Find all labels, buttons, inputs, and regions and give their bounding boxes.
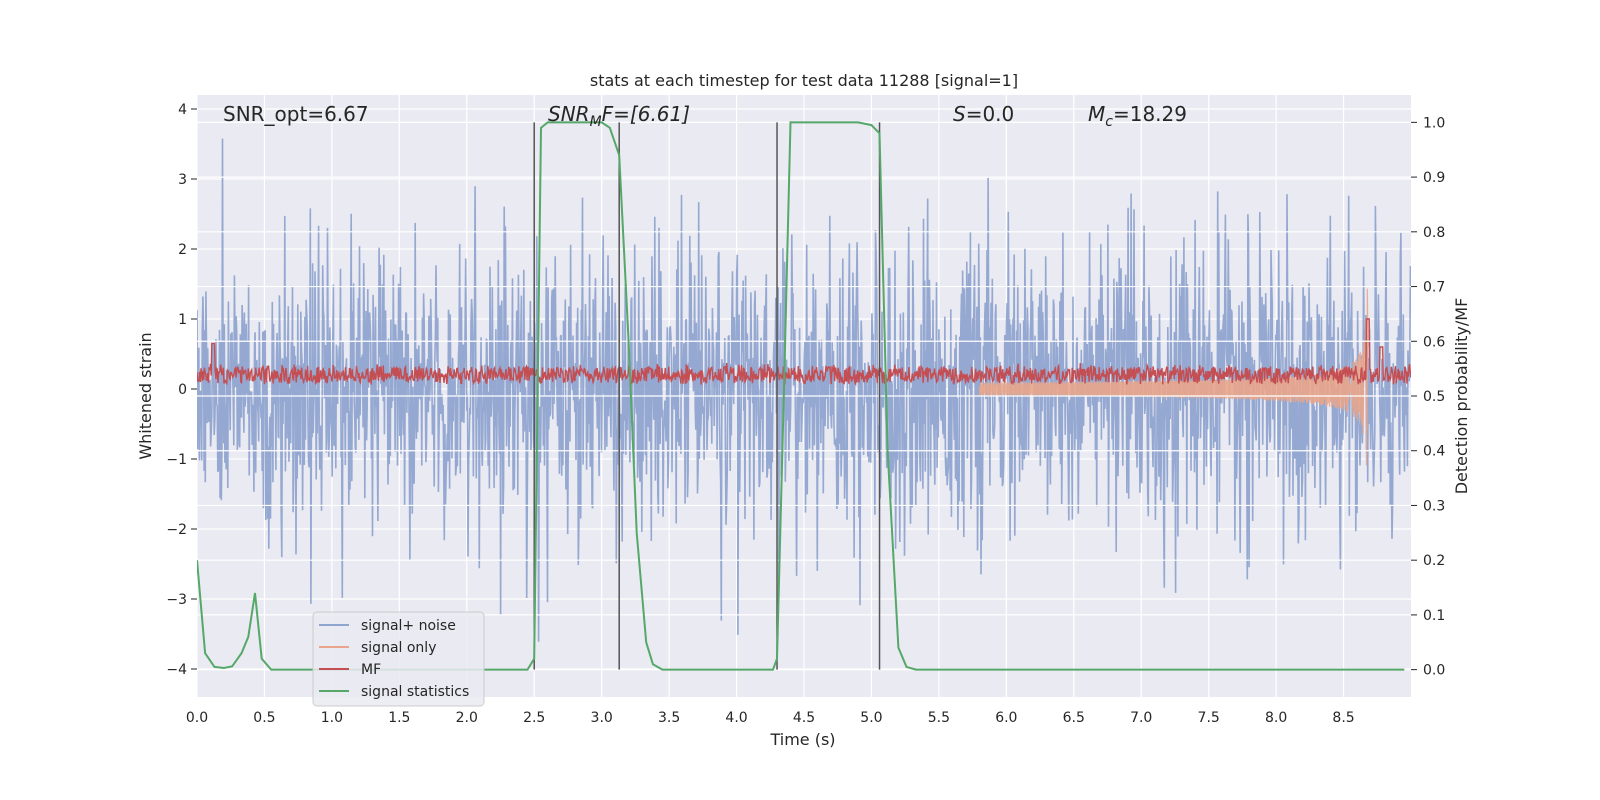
x-tick-label: 7.0 [1130, 710, 1152, 726]
x-axis-label: Time (s) [769, 730, 835, 749]
x-tick-label: 8.5 [1332, 710, 1354, 726]
x-tick-label: 5.0 [860, 710, 882, 726]
y-right-axis-ticks: 0.0 0.1 0.2 0.3 0.4 0.5 0.6 0.7 0.8 0.9 1.0 [1411, 115, 1445, 679]
y-left-tick-label: −3 [166, 592, 187, 608]
y-left-tick-label: 4 [178, 102, 187, 118]
y-right-tick-label: 0.9 [1423, 170, 1445, 186]
snr-mf-label: SNR [548, 102, 590, 126]
series-layer [197, 138, 1411, 642]
x-tick-label: 4.0 [725, 710, 747, 726]
x-tick-label: 3.5 [658, 710, 680, 726]
x-tick-label: 8.0 [1265, 710, 1287, 726]
y-right-axis-label: Detection probability/MF [1452, 298, 1471, 495]
y-right-tick-label: 0.8 [1423, 225, 1445, 241]
x-tick-label: 7.5 [1198, 710, 1220, 726]
x-tick-label: 6.0 [995, 710, 1017, 726]
legend-label-signal-only: signal only [361, 640, 436, 656]
legend-label-mf: MF [361, 662, 381, 678]
y-left-tick-label: 0 [178, 382, 187, 398]
snr-mf-subscript: M [590, 114, 602, 130]
right-grid [197, 121, 1411, 671]
y-left-tick-label: 3 [178, 172, 187, 188]
x-tick-label: 5.5 [928, 710, 950, 726]
y-right-tick-label: 0.7 [1423, 280, 1445, 296]
legend: signal+ noise signal only MF signal stat… [312, 611, 485, 707]
x-tick-label: 3.0 [591, 710, 613, 726]
y-right-tick-label: 0.0 [1423, 663, 1445, 679]
annotation-s: S=0.0 [953, 102, 1014, 126]
s-value: =0.0 [966, 102, 1015, 126]
legend-label-signal-noise: signal+ noise [361, 618, 456, 634]
mc-value: =18.29 [1113, 102, 1187, 126]
x-tick-label: 0.5 [253, 710, 275, 726]
y-left-tick-label: −1 [166, 452, 187, 468]
y-left-tick-label: −4 [166, 662, 187, 678]
x-tick-label: 4.5 [793, 710, 815, 726]
y-right-tick-label: 0.6 [1423, 334, 1445, 350]
s-label: S [953, 102, 966, 126]
x-tick-label: 6.5 [1063, 710, 1085, 726]
series-mf [197, 318, 1411, 387]
mc-subscript: c [1105, 114, 1113, 130]
y-right-tick-label: 0.4 [1423, 444, 1445, 460]
series-signal-statistics [197, 121, 1405, 671]
annotation-mc: Mc=18.29 [1088, 102, 1187, 130]
series-signal-only [978, 288, 1369, 466]
y-left-tick-label: 2 [178, 242, 187, 258]
vertical-markers [533, 122, 881, 670]
mc-label: M [1088, 102, 1105, 126]
x-tick-label: 0.0 [186, 710, 208, 726]
y-right-tick-label: 0.3 [1423, 498, 1445, 514]
series-signal-noise [197, 138, 1411, 642]
x-tick-label: 1.5 [388, 710, 410, 726]
y-left-axis-label: Whitened strain [136, 332, 155, 459]
legend-box [312, 611, 485, 707]
y-left-axis-ticks: −4 −3 −2 −1 0 1 2 3 4 [166, 102, 197, 678]
x-axis-ticks: 0.0 0.5 1.0 1.5 2.0 2.5 3.0 3.5 4.0 4.5 5.0 5.5 6.0 6… [186, 710, 1355, 726]
x-tick-label: 2.5 [523, 710, 545, 726]
x-tick-label: 1.0 [321, 710, 343, 726]
y-right-tick-label: 0.1 [1423, 608, 1445, 624]
y-right-tick-label: 0.5 [1423, 389, 1445, 405]
annotation-snr-mf: SNRMF=[6.61] [548, 102, 690, 130]
x-tick-label: 2.0 [456, 710, 478, 726]
y-right-tick-label: 0.2 [1423, 553, 1445, 569]
chart-title: stats at each timestep for test data 112… [590, 71, 1018, 90]
legend-label-signal-statistics: signal statistics [361, 684, 469, 700]
y-right-tick-label: 1.0 [1423, 115, 1445, 131]
snr-mf-tail: F=[6.61] [602, 102, 690, 126]
y-left-tick-label: −2 [166, 522, 187, 538]
annotation-snr-opt: SNR_opt=6.67 [223, 102, 369, 126]
y-left-tick-label: 1 [178, 312, 187, 328]
signal-statistics-layer [197, 121, 1405, 671]
